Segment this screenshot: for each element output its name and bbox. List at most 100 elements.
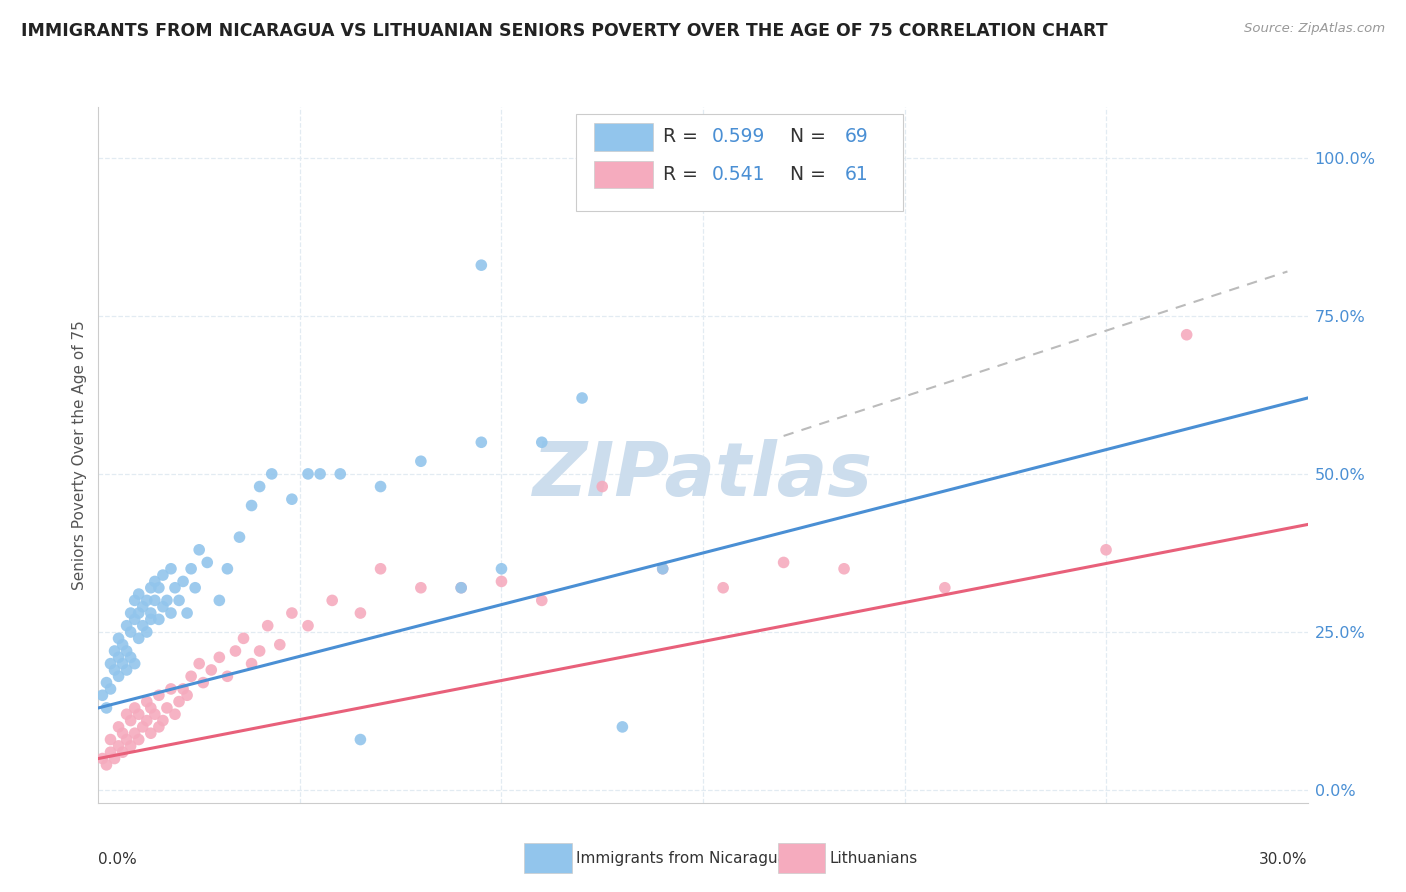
Text: ZIPatlas: ZIPatlas	[533, 439, 873, 512]
Point	[470, 258, 492, 272]
Point	[256, 618, 278, 632]
Point	[135, 593, 157, 607]
Point	[128, 707, 150, 722]
Point	[160, 606, 183, 620]
Point	[491, 574, 513, 589]
Point	[100, 732, 122, 747]
Point	[152, 714, 174, 728]
Point	[148, 688, 170, 702]
Point	[120, 606, 142, 620]
Point	[128, 587, 150, 601]
Text: N =: N =	[778, 128, 832, 146]
Point	[128, 606, 150, 620]
Point	[240, 499, 263, 513]
Point	[115, 732, 138, 747]
Point	[135, 714, 157, 728]
Text: 0.599: 0.599	[711, 128, 765, 146]
Point	[103, 751, 125, 765]
Point	[124, 701, 146, 715]
Point	[228, 530, 250, 544]
Point	[188, 657, 211, 671]
Point	[195, 556, 218, 570]
Point	[297, 618, 319, 632]
Point	[128, 732, 150, 747]
Point	[128, 632, 150, 646]
Point	[160, 562, 183, 576]
Text: N =: N =	[778, 165, 832, 184]
Point	[124, 726, 146, 740]
Point	[591, 479, 613, 493]
Point	[148, 720, 170, 734]
Point	[1095, 542, 1118, 557]
Point	[139, 612, 162, 626]
Point	[120, 739, 142, 753]
Text: 69: 69	[845, 128, 869, 146]
Point	[772, 556, 794, 570]
Point	[103, 663, 125, 677]
Point	[124, 657, 146, 671]
Point	[370, 479, 392, 493]
Point	[200, 663, 222, 677]
Point	[232, 632, 254, 646]
Point	[297, 467, 319, 481]
Point	[96, 757, 118, 772]
Point	[321, 593, 343, 607]
Text: 30.0%: 30.0%	[1260, 852, 1308, 866]
Point	[115, 618, 138, 632]
Point	[309, 467, 332, 481]
Point	[91, 688, 114, 702]
Point	[111, 638, 134, 652]
Point	[450, 581, 472, 595]
Point	[370, 562, 392, 576]
Point	[281, 606, 304, 620]
Point	[651, 562, 673, 576]
Point	[832, 562, 855, 576]
Point	[281, 492, 304, 507]
Point	[180, 669, 202, 683]
Point	[143, 574, 166, 589]
Point	[450, 581, 472, 595]
Point	[167, 695, 190, 709]
Point	[91, 751, 114, 765]
Point	[135, 625, 157, 640]
Point	[217, 669, 239, 683]
Point	[132, 720, 155, 734]
FancyBboxPatch shape	[576, 114, 903, 211]
Point	[249, 644, 271, 658]
Point	[100, 657, 122, 671]
Point	[184, 581, 207, 595]
FancyBboxPatch shape	[595, 161, 654, 188]
Point	[217, 562, 239, 576]
Point	[208, 593, 231, 607]
Point	[107, 632, 129, 646]
Point	[115, 644, 138, 658]
Point	[571, 391, 593, 405]
Point	[96, 701, 118, 715]
Point	[409, 581, 432, 595]
Text: 0.541: 0.541	[711, 165, 765, 184]
Point	[152, 568, 174, 582]
Point	[111, 745, 134, 759]
Text: Lithuanians: Lithuanians	[830, 851, 918, 865]
Point	[132, 599, 155, 614]
Point	[176, 688, 198, 702]
Point	[269, 638, 291, 652]
Point	[172, 574, 194, 589]
Point	[148, 612, 170, 626]
Point	[470, 435, 492, 450]
Point	[120, 714, 142, 728]
Point	[96, 675, 118, 690]
Point	[107, 739, 129, 753]
Point	[139, 701, 162, 715]
Point	[329, 467, 352, 481]
Point	[651, 562, 673, 576]
Point	[180, 562, 202, 576]
Point	[163, 581, 186, 595]
Text: R =: R =	[664, 128, 704, 146]
Text: 61: 61	[845, 165, 869, 184]
Point	[409, 454, 432, 468]
Point	[115, 707, 138, 722]
Text: R =: R =	[664, 165, 704, 184]
Point	[934, 581, 956, 595]
Point	[349, 732, 371, 747]
